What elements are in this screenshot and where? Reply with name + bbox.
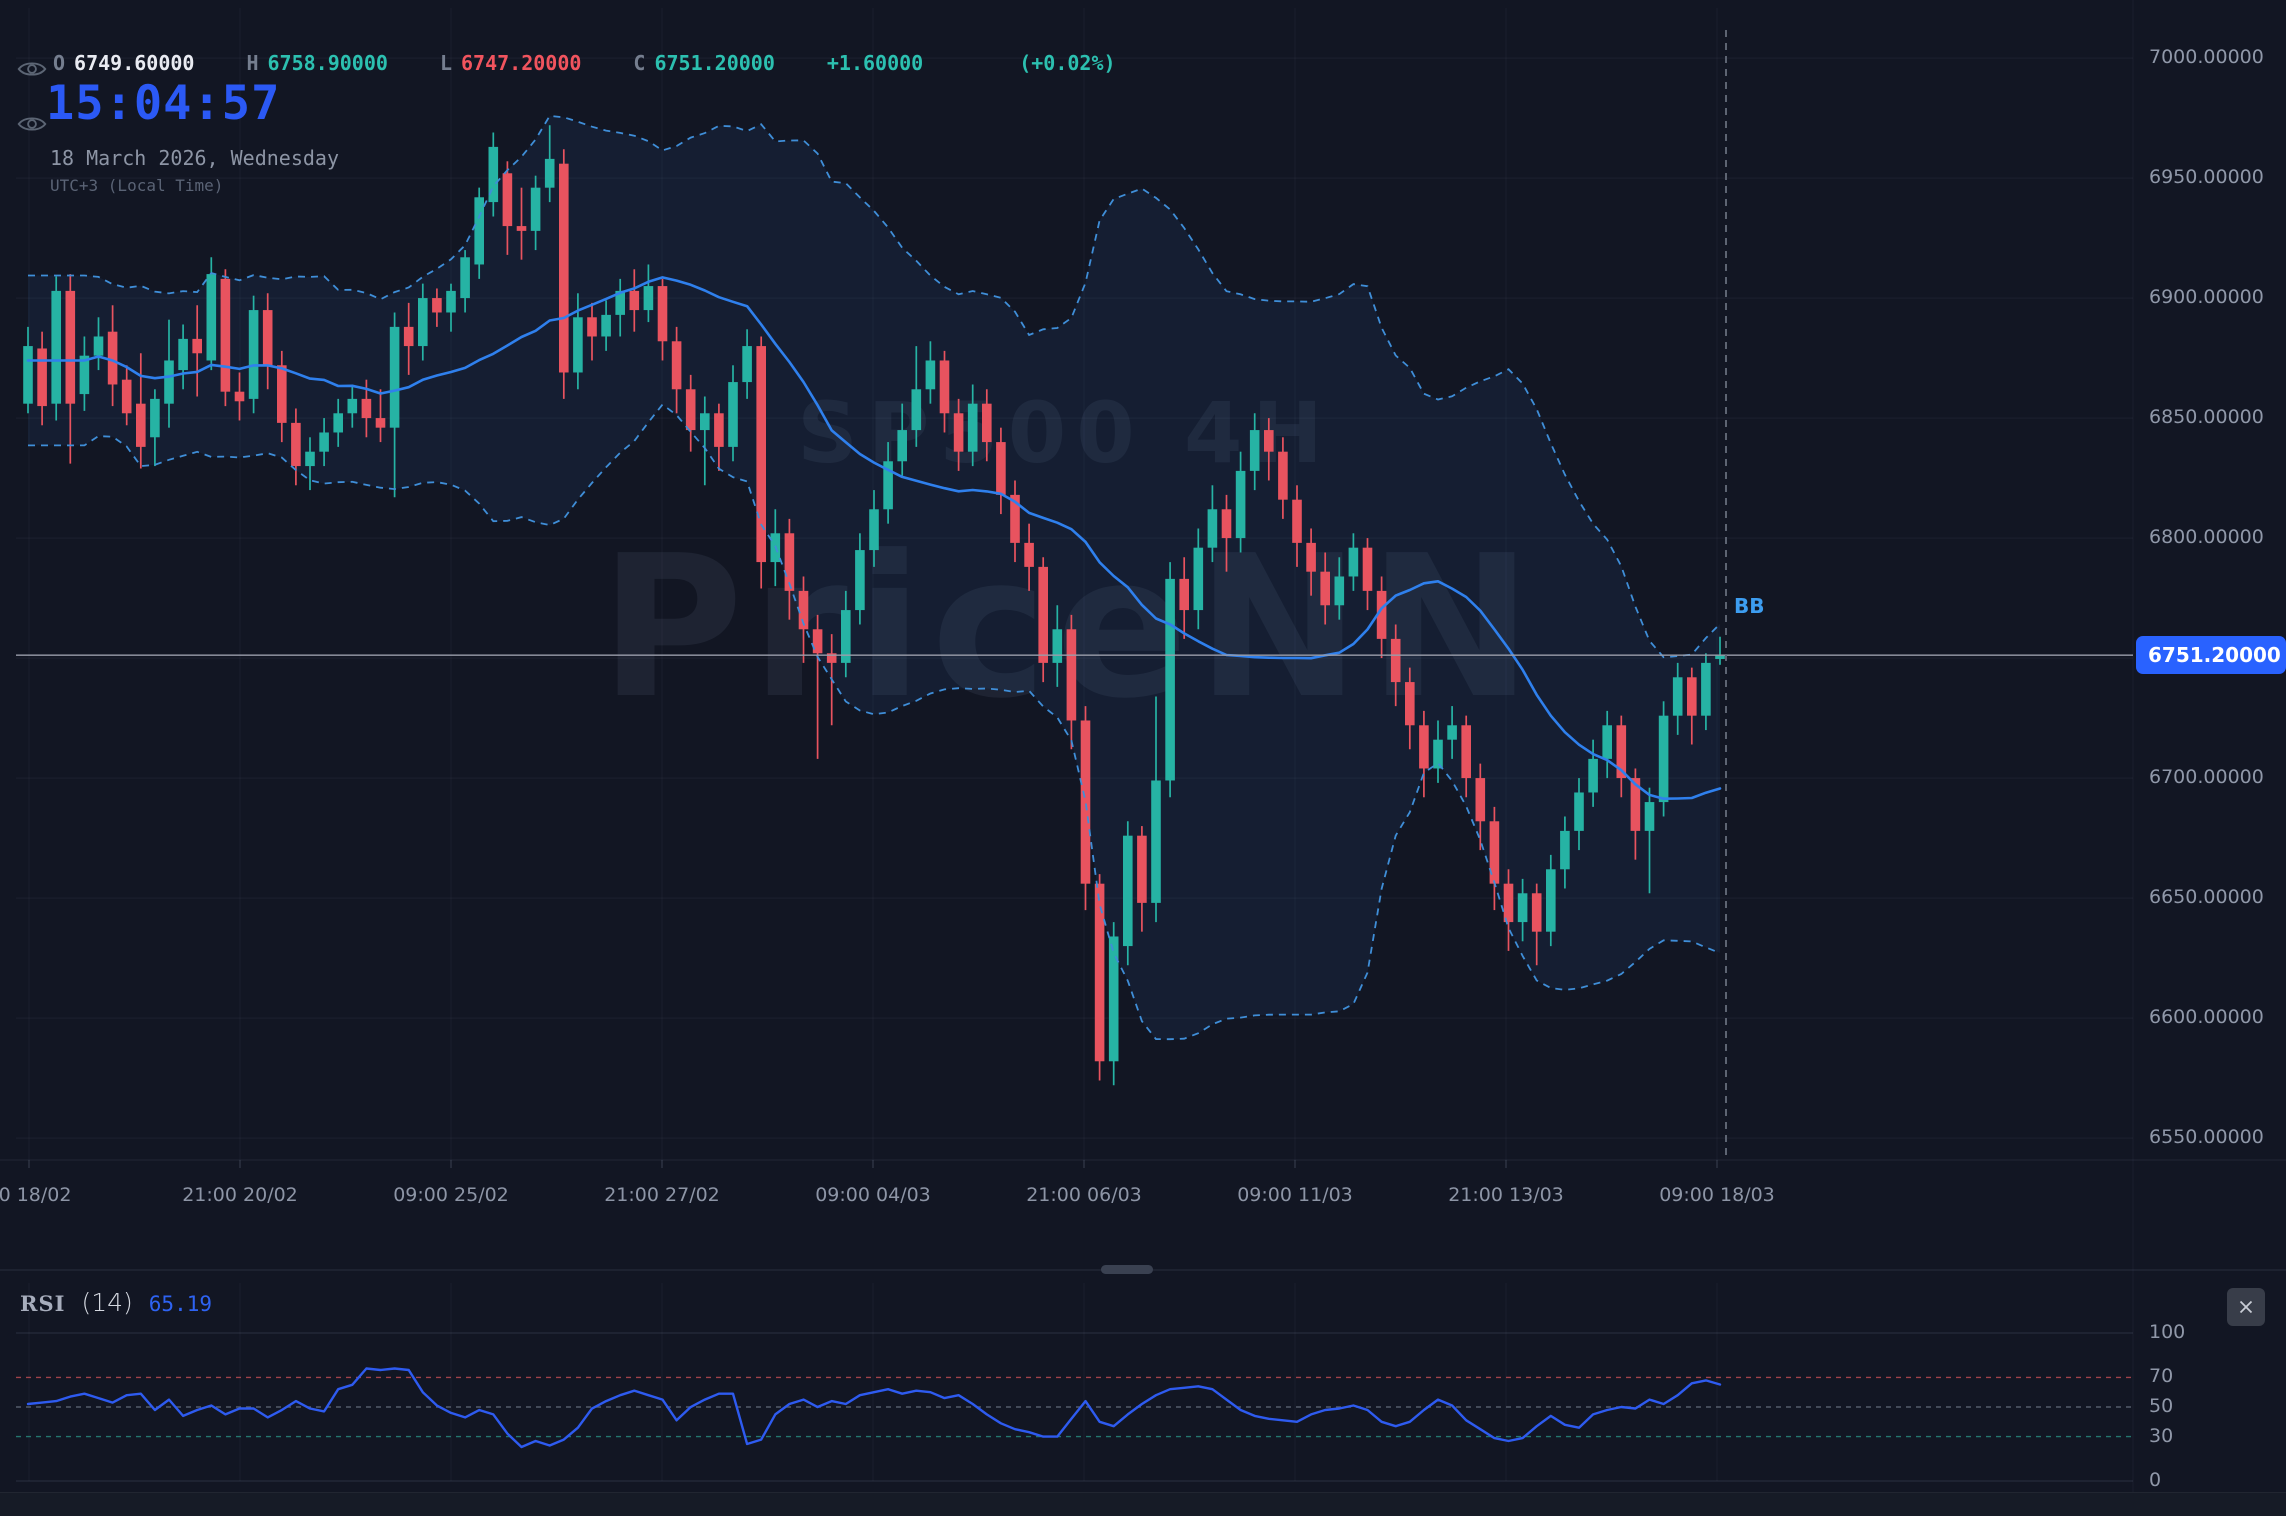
close-icon [2239,1300,2253,1314]
price-axis-label: 6900.00000 [2149,286,2264,309]
rsi-time-axis-strip [0,1492,2286,1516]
rsi-title: RSI [20,1291,66,1316]
rsi-axis-label: 100 [2149,1321,2186,1343]
rsi-axis-label: 70 [2149,1365,2174,1388]
high-label: H [246,51,259,75]
rsi-current-value: 65.19 [148,1292,212,1316]
date-text: 18 March 2026, Wednesday [50,146,339,170]
close-value: 6751.20000 [654,51,775,75]
time-axis-label: 21:00 06/03 [1026,1184,1142,1206]
rsi-axis-label: 30 [2149,1424,2174,1447]
time-axis-label: 21:00 27/02 [604,1184,720,1206]
ohlc-header-row: O 6749.60000 H 6758.90000 L 6747.20000 C… [53,51,1116,75]
bollinger-band-tag: BB [1734,593,1765,618]
rsi-indicator-header: RSI (14) 65.19 [20,1288,212,1317]
price-axis-label: 6850.00000 [2149,406,2264,429]
time-axis-label: 09:00 25/02 [393,1184,509,1206]
rsi-plot [16,1332,2133,1482]
open-label: O [53,51,66,75]
digital-clock: 15:04:57 [46,76,281,131]
bollinger-band-lines [26,114,1722,1041]
time-axis-label: 09:00 11/03 [1237,1184,1353,1206]
low-value: 6747.20000 [460,51,582,75]
price-axis-label: 6950.00000 [2149,166,2264,189]
clock-visibility-eye-icon[interactable] [17,113,47,135]
time-axis-label: 21:00 20/02 [182,1184,298,1206]
price-axis-label: 7000.00000 [2149,46,2264,69]
change-percent: (+0.02%) [1019,51,1116,75]
candlesticks [23,125,1725,1086]
rsi-period: (14) [81,1288,133,1317]
price-axis-label: 6650.00000 [2149,886,2264,909]
low-label: L [439,51,452,75]
rsi-axis-label: 0 [2149,1469,2162,1491]
rsi-close-button[interactable] [2227,1288,2265,1326]
timezone-text: UTC+3 (Local Time) [50,176,224,195]
time-axis-label: 09:00 18/03 [1659,1184,1775,1206]
open-value: 6749.60000 [74,51,195,75]
bollinger-band-fill [28,115,1720,1040]
high-value: 6758.90000 [267,51,388,75]
ohlc-visibility-eye-icon[interactable] [17,58,47,80]
time-axis-label: 21:00 13/03 [1448,1184,1564,1206]
rsi-axis-label: 50 [2149,1395,2174,1417]
last-price-label: 6751.20000 [2136,636,2286,675]
price-axis-label: 6600.00000 [2149,1006,2264,1029]
time-axis-label: 09:00 04/03 [815,1184,931,1206]
time-axis-label: 00 18/02 [0,1184,72,1206]
price-overlays [16,30,2133,1157]
price-axis-label: 6550.00000 [2149,1126,2264,1149]
close-label: C [633,51,646,75]
pane-resize-handle[interactable] [1101,1265,1153,1274]
price-axis-label: 6800.00000 [2149,526,2264,549]
change-value: +1.60000 [826,51,924,75]
price-axis-label: 6700.00000 [2149,766,2264,789]
